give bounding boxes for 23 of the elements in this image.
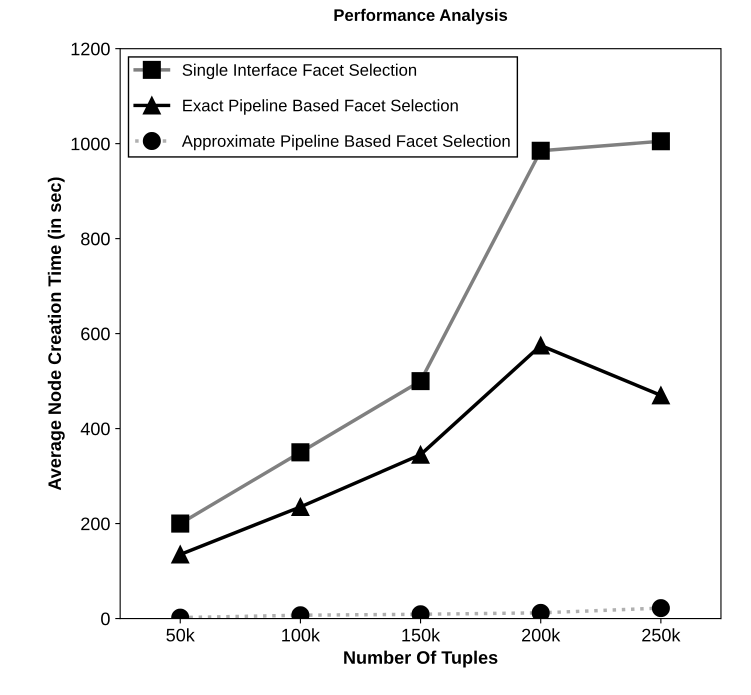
y-tick-label: 1200 (72, 42, 110, 56)
point (171, 545, 190, 564)
point (412, 446, 430, 464)
point (652, 386, 670, 404)
point (291, 498, 310, 516)
x-tick-label: 150k (402, 628, 440, 642)
y-tick-label: 800 (81, 232, 110, 246)
y-tick-label: 400 (80, 422, 110, 436)
y-tick-label: 0 (101, 612, 110, 626)
point (532, 336, 550, 354)
y-tick-label: 1000 (72, 138, 110, 150)
chart-title: Performance Analysis (334, 8, 508, 24)
x-axis-title: Number Of Tuples (344, 650, 498, 668)
legend-label: Approximate Pipeline Based Facet Selection (182, 134, 510, 150)
x-tick-label: 200k (522, 628, 560, 642)
legend-label: Single Interface Facet Selection (182, 64, 416, 80)
x-tick-label: 50k (166, 628, 195, 642)
y-tick-label: 200 (81, 518, 110, 530)
y-tick-label: 600 (81, 328, 110, 340)
legend-label: Exact Pipeline Based Facet Selection (183, 99, 458, 115)
x-tick-label: 100k (282, 628, 320, 642)
y-axis-title: Average Node Creation Time (in sec) (48, 177, 65, 490)
x-tick-label: 250k (642, 628, 680, 642)
